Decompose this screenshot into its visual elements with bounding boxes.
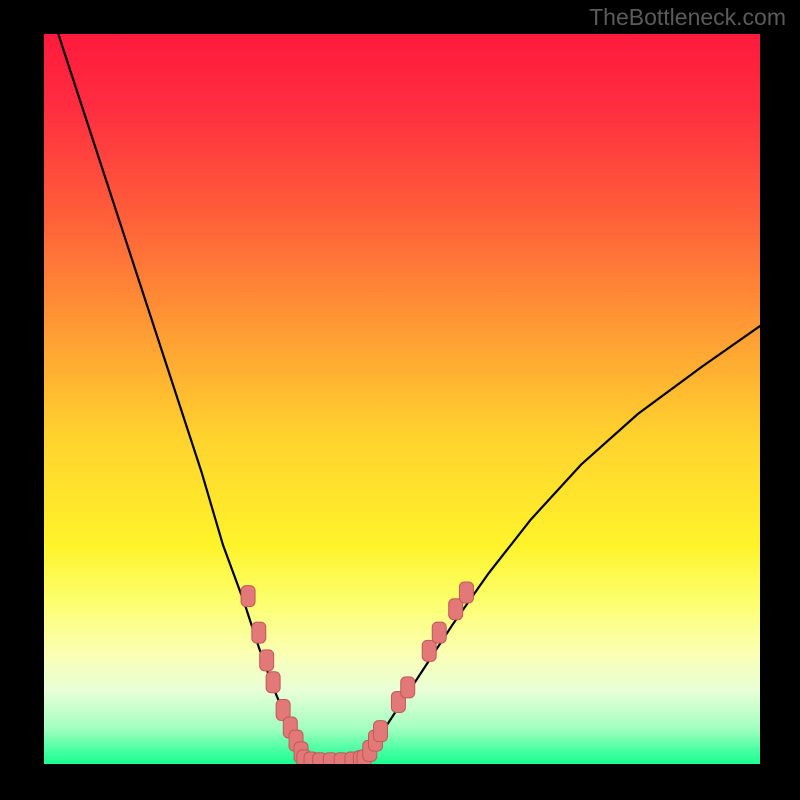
curve-marker [432, 622, 446, 643]
curve-marker [252, 622, 266, 643]
curve-marker [260, 650, 274, 671]
bottleneck-curve [58, 34, 760, 763]
chart-svg [44, 34, 760, 764]
curve-marker [422, 640, 436, 661]
curve-marker [449, 599, 463, 620]
plot-area [44, 34, 760, 764]
curve-marker [241, 586, 255, 607]
curve-marker [401, 677, 415, 698]
watermark-text: TheBottleneck.com [589, 4, 786, 31]
curve-marker [374, 721, 388, 742]
curve-marker [459, 582, 473, 603]
curve-marker [266, 672, 280, 693]
